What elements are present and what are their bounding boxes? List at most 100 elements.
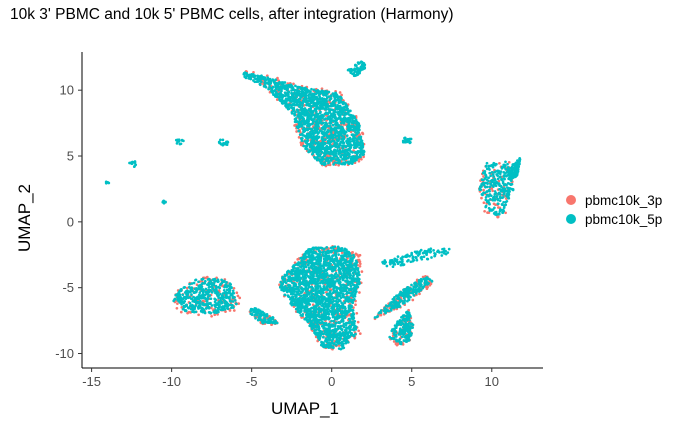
data-point	[411, 298, 415, 302]
data-point	[493, 192, 497, 196]
data-point	[300, 286, 303, 290]
data-point	[338, 150, 342, 154]
data-point	[346, 331, 350, 334]
data-point	[228, 309, 232, 312]
data-point	[180, 297, 184, 301]
data-point	[310, 87, 313, 91]
data-point	[332, 148, 336, 152]
data-point	[333, 276, 336, 280]
data-point	[329, 130, 333, 134]
data-point	[319, 119, 323, 122]
data-point	[184, 308, 188, 312]
data-point	[203, 311, 207, 315]
data-point	[360, 139, 364, 143]
data-point	[325, 144, 329, 148]
data-point	[180, 302, 183, 306]
data-point	[335, 294, 339, 297]
data-point	[184, 303, 188, 307]
data-point	[337, 135, 341, 138]
data-point	[283, 91, 287, 95]
data-point	[306, 310, 309, 314]
data-point	[222, 280, 226, 283]
data-point	[334, 145, 337, 148]
data-point	[353, 158, 357, 161]
data-point	[263, 81, 267, 85]
data-point	[202, 308, 206, 312]
data-point	[296, 109, 300, 112]
data-point	[300, 94, 304, 97]
data-point	[329, 121, 333, 125]
data-point	[308, 324, 312, 328]
data-point	[337, 98, 341, 102]
data-point	[244, 76, 248, 80]
data-point	[498, 161, 501, 165]
data-point	[345, 295, 349, 299]
data-point	[216, 280, 220, 284]
data-point	[304, 141, 308, 144]
data-point	[379, 313, 383, 317]
data-point	[304, 135, 307, 138]
data-point	[220, 301, 223, 305]
data-point	[511, 163, 515, 166]
data-point	[175, 306, 179, 310]
data-point	[504, 183, 507, 186]
data-point	[318, 143, 322, 146]
data-point	[498, 208, 502, 211]
data-point	[299, 256, 303, 260]
data-point	[183, 291, 187, 294]
data-point	[236, 294, 240, 298]
data-point	[228, 295, 231, 299]
data-point	[224, 310, 227, 313]
data-point	[491, 198, 495, 202]
data-point	[335, 296, 339, 299]
data-point	[308, 97, 312, 100]
data-point	[315, 158, 319, 162]
data-point	[211, 278, 215, 282]
data-point	[287, 285, 291, 289]
data-point	[354, 133, 357, 137]
data-point	[315, 90, 319, 94]
data-point	[495, 162, 498, 166]
data-point	[352, 146, 356, 149]
data-point	[488, 171, 492, 175]
data-point	[342, 101, 346, 105]
data-point	[259, 78, 262, 81]
data-point	[307, 103, 310, 107]
data-point	[485, 167, 489, 171]
data-point	[337, 163, 340, 167]
data-point	[360, 151, 364, 155]
data-point	[506, 193, 510, 197]
data-point	[311, 118, 315, 122]
data-point	[276, 76, 279, 80]
data-point	[187, 290, 191, 293]
data-point	[230, 306, 233, 310]
data-point	[291, 86, 295, 89]
data-point	[322, 97, 326, 101]
data-point	[238, 296, 242, 300]
data-point	[504, 160, 507, 164]
data-point	[487, 188, 491, 192]
data-point	[325, 112, 329, 115]
data-point	[279, 87, 283, 91]
data-point	[318, 91, 322, 95]
data-point	[198, 299, 202, 303]
data-point	[280, 100, 284, 104]
data-point	[208, 311, 212, 314]
data-point	[284, 84, 288, 87]
data-point	[488, 168, 491, 171]
data-point	[207, 277, 211, 281]
data-point	[315, 138, 319, 142]
data-point	[333, 152, 337, 156]
data-point	[320, 87, 324, 91]
data-point	[297, 97, 301, 101]
data-point	[181, 307, 185, 311]
data-point	[347, 161, 350, 164]
data-point	[340, 274, 344, 278]
data-point	[340, 121, 343, 125]
data-point	[286, 107, 290, 111]
data-point	[484, 195, 488, 199]
data-point	[351, 133, 355, 136]
data-point	[301, 137, 304, 140]
data-point	[300, 132, 304, 136]
data-point	[334, 321, 337, 325]
